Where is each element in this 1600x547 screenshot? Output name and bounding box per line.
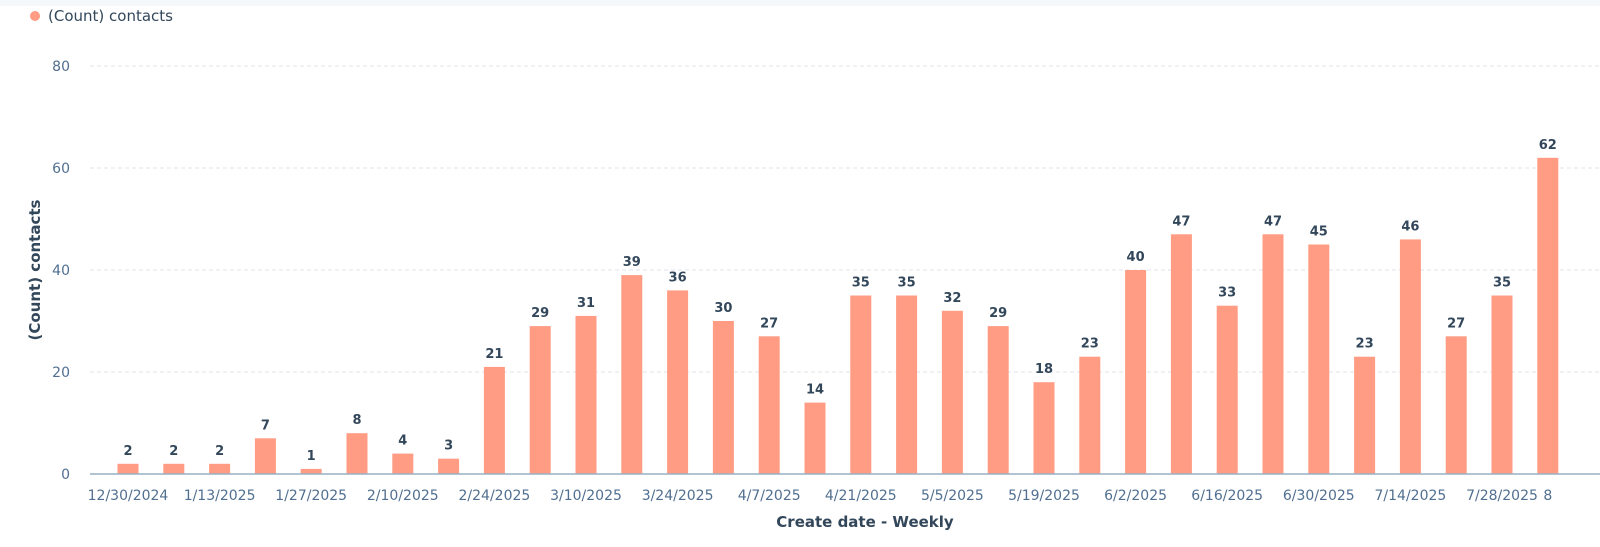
bar[interactable]	[621, 275, 643, 474]
data-label: 29	[989, 306, 1007, 321]
chart-legend[interactable]: (Count) contacts	[30, 7, 173, 25]
data-label: 27	[1447, 316, 1465, 331]
bar[interactable]	[804, 402, 826, 474]
data-label: 35	[1493, 276, 1511, 291]
bar[interactable]	[300, 468, 322, 474]
bar[interactable]	[1445, 336, 1467, 474]
data-label: 14	[806, 383, 824, 398]
top-bar	[0, 0, 1600, 6]
x-tick-label: 8	[1543, 488, 1552, 504]
gridlines	[90, 65, 1600, 373]
data-label: 21	[485, 347, 503, 362]
data-label: 1	[307, 449, 316, 464]
data-label: 2	[169, 444, 178, 459]
bar[interactable]	[1262, 234, 1284, 474]
data-label: 3	[444, 439, 453, 454]
bar[interactable]	[163, 463, 185, 474]
data-label: 40	[1127, 250, 1145, 265]
data-label: 31	[577, 296, 595, 311]
data-label: 2	[123, 444, 132, 459]
bar[interactable]	[483, 366, 505, 474]
data-label: 47	[1172, 214, 1190, 229]
y-tick-label: 40	[52, 263, 70, 279]
y-axis-title: (Count) contacts	[26, 199, 44, 340]
bar[interactable]	[1033, 382, 1055, 474]
x-tick-label: 12/30/2024	[88, 488, 169, 504]
bar[interactable]	[896, 295, 918, 475]
data-label: 7	[261, 418, 270, 433]
data-label: 35	[852, 276, 870, 291]
x-tick-label: 7/28/2025	[1466, 488, 1538, 504]
x-tick-label: 4/21/2025	[825, 488, 897, 504]
x-tick-label: 3/24/2025	[642, 488, 714, 504]
data-label: 23	[1356, 337, 1374, 352]
bar[interactable]	[1491, 295, 1513, 475]
data-label: 32	[943, 291, 961, 306]
data-label: 4	[398, 434, 407, 449]
data-label: 29	[531, 306, 549, 321]
x-tick-label: 1/13/2025	[184, 488, 256, 504]
bar[interactable]	[254, 438, 276, 474]
bar[interactable]	[529, 326, 551, 474]
x-tick-label: 4/7/2025	[738, 488, 801, 504]
bar[interactable]	[1170, 234, 1192, 474]
legend-swatch	[30, 11, 40, 21]
x-tick-label: 7/14/2025	[1375, 488, 1447, 504]
data-label: 30	[714, 301, 732, 316]
y-tick-label: 20	[52, 365, 70, 381]
data-label: 36	[669, 270, 687, 285]
bar[interactable]	[1308, 244, 1330, 475]
x-tick-label: 6/16/2025	[1191, 488, 1263, 504]
legend-label: (Count) contacts	[48, 7, 173, 25]
y-axis-ticks: 0 20 40 60 80	[52, 59, 70, 483]
bar[interactable]	[1399, 239, 1421, 474]
x-tick-label: 2/10/2025	[367, 488, 439, 504]
bar[interactable]	[1079, 356, 1101, 474]
y-tick-label: 60	[52, 161, 70, 177]
bar[interactable]	[1216, 305, 1238, 474]
data-label: 35	[898, 276, 916, 291]
data-label: 46	[1401, 219, 1419, 234]
bar[interactable]	[667, 290, 689, 474]
data-label: 27	[760, 316, 778, 331]
bars	[117, 157, 1559, 475]
bar[interactable]	[941, 310, 963, 474]
bar[interactable]	[1354, 356, 1376, 474]
y-tick-label: 80	[52, 59, 70, 75]
y-tick-label: 0	[61, 467, 70, 483]
bar[interactable]	[1125, 270, 1147, 474]
x-tick-label: 2/24/2025	[459, 488, 531, 504]
bar[interactable]	[346, 433, 368, 474]
bar[interactable]	[575, 315, 597, 474]
bar[interactable]	[117, 463, 139, 474]
x-tick-label: 3/10/2025	[550, 488, 622, 504]
x-axis-title: Create date - Weekly	[776, 513, 954, 531]
data-label: 18	[1035, 362, 1053, 377]
bar[interactable]	[758, 336, 780, 474]
x-tick-label: 6/30/2025	[1283, 488, 1355, 504]
data-label: 23	[1081, 337, 1099, 352]
x-tick-label: 1/27/2025	[275, 488, 347, 504]
bar[interactable]	[1537, 157, 1559, 475]
bar[interactable]	[438, 458, 460, 474]
data-label: 62	[1539, 138, 1557, 153]
data-label: 45	[1310, 225, 1328, 240]
data-label: 47	[1264, 214, 1282, 229]
x-tick-label: 5/5/2025	[921, 488, 984, 504]
data-label: 8	[352, 413, 361, 428]
bar[interactable]	[209, 463, 231, 474]
x-tick-label: 6/2/2025	[1104, 488, 1167, 504]
bar[interactable]	[392, 453, 414, 474]
bar[interactable]	[987, 326, 1009, 474]
data-label: 33	[1218, 286, 1236, 301]
data-label: 39	[623, 255, 641, 270]
data-label: 2	[215, 444, 224, 459]
bar[interactable]	[850, 295, 872, 475]
x-tick-label: 5/19/2025	[1008, 488, 1080, 504]
bar[interactable]	[712, 321, 734, 474]
x-axis-ticks: 12/30/2024 1/13/2025 1/27/2025 2/10/2025 2/2…	[88, 488, 1553, 504]
